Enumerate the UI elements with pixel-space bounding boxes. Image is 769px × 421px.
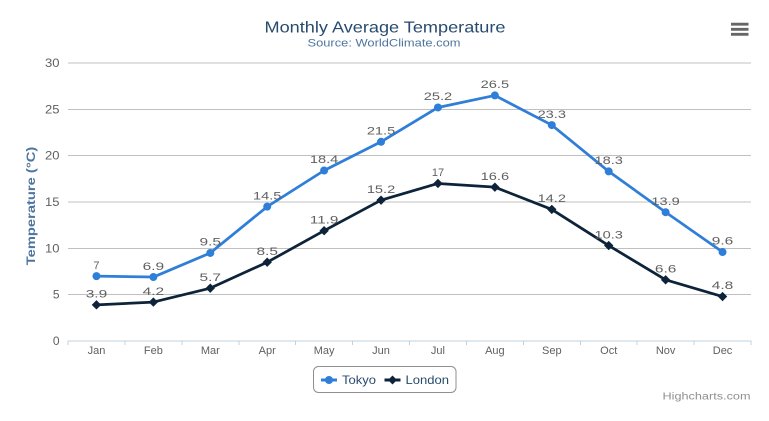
- svg-text:0: 0: [53, 334, 60, 348]
- svg-text:9.5: 9.5: [200, 237, 222, 249]
- svg-text:14.5: 14.5: [253, 190, 281, 202]
- svg-text:Feb: Feb: [144, 345, 163, 357]
- svg-text:Tokyo: Tokyo: [342, 373, 376, 387]
- svg-text:23.3: 23.3: [538, 109, 566, 121]
- svg-text:London: London: [406, 373, 450, 387]
- svg-text:8.5: 8.5: [256, 246, 278, 258]
- svg-text:21.5: 21.5: [367, 125, 395, 137]
- svg-text:10: 10: [45, 241, 60, 255]
- svg-text:Mar: Mar: [201, 345, 220, 357]
- svg-text:25: 25: [45, 102, 60, 116]
- svg-text:17: 17: [432, 167, 444, 179]
- svg-text:Dec: Dec: [713, 345, 733, 357]
- svg-text:20: 20: [45, 149, 60, 163]
- svg-text:3.9: 3.9: [86, 289, 108, 301]
- svg-text:4.8: 4.8: [712, 280, 734, 292]
- svg-text:25.2: 25.2: [424, 91, 452, 103]
- svg-text:Monthly Average Temperature: Monthly Average Temperature: [265, 20, 506, 37]
- svg-text:26.5: 26.5: [481, 79, 509, 91]
- svg-text:Temperature (°C): Temperature (°C): [24, 147, 38, 266]
- svg-text:4.2: 4.2: [143, 286, 165, 298]
- svg-text:Source: WorldClimate.com: Source: WorldClimate.com: [308, 38, 461, 50]
- svg-text:13.9: 13.9: [651, 196, 679, 208]
- svg-text:Highcharts.com: Highcharts.com: [663, 392, 751, 403]
- svg-text:30: 30: [45, 56, 60, 70]
- svg-text:16.6: 16.6: [481, 171, 509, 183]
- svg-text:6.9: 6.9: [143, 261, 165, 273]
- svg-text:14.2: 14.2: [538, 193, 566, 205]
- svg-text:Nov: Nov: [656, 345, 676, 357]
- svg-text:May: May: [314, 345, 335, 357]
- svg-text:Oct: Oct: [600, 345, 617, 357]
- svg-text:Aug: Aug: [485, 345, 505, 357]
- svg-text:Apr: Apr: [259, 345, 276, 357]
- svg-text:5: 5: [53, 288, 60, 302]
- svg-text:11.9: 11.9: [310, 214, 338, 226]
- svg-text:9.6: 9.6: [712, 236, 734, 248]
- svg-text:Jun: Jun: [372, 345, 390, 357]
- svg-text:18.3: 18.3: [595, 155, 623, 167]
- svg-text:5.7: 5.7: [200, 272, 222, 284]
- svg-text:10.3: 10.3: [595, 229, 623, 241]
- svg-text:18.4: 18.4: [310, 154, 338, 166]
- svg-text:Sep: Sep: [542, 345, 562, 357]
- svg-text:Jul: Jul: [431, 345, 445, 357]
- svg-text:15.2: 15.2: [367, 184, 395, 196]
- svg-text:6.6: 6.6: [655, 264, 677, 276]
- svg-text:Jan: Jan: [88, 345, 106, 357]
- svg-text:7: 7: [93, 260, 99, 272]
- svg-text:15: 15: [45, 195, 60, 209]
